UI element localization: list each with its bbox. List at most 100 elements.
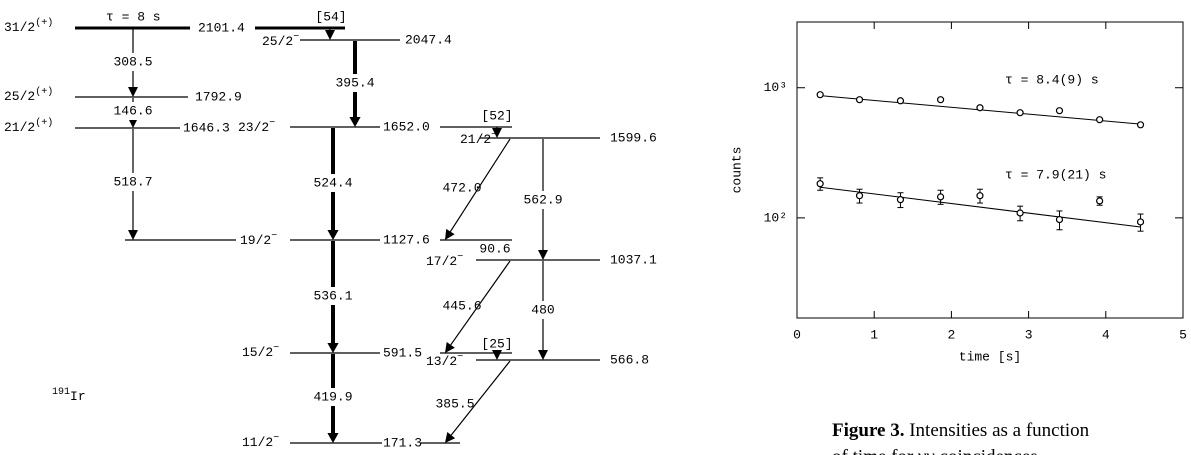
label-bg bbox=[108, 173, 158, 191]
label-bg bbox=[308, 287, 358, 305]
fit-line bbox=[820, 186, 1141, 228]
mass-number: 191 bbox=[52, 387, 70, 398]
transition-arrow bbox=[449, 138, 511, 232]
label-bg bbox=[108, 53, 158, 71]
nucleus-label: 191Ir bbox=[52, 387, 86, 405]
energy-label: 2047.4 bbox=[405, 32, 452, 47]
transition-label: 480 bbox=[531, 302, 554, 317]
data-point bbox=[936, 96, 945, 104]
spin-label: 15/2− bbox=[242, 343, 279, 361]
transition-label: 472.0 bbox=[442, 180, 481, 195]
data-point bbox=[1016, 109, 1024, 117]
plot-frame bbox=[796, 21, 1184, 319]
parity: (+) bbox=[35, 86, 53, 98]
data-point bbox=[1136, 121, 1145, 129]
data-point bbox=[816, 180, 824, 188]
label-bg bbox=[518, 301, 568, 319]
spin-label: 11/2− bbox=[242, 433, 279, 451]
transition-label: [52] bbox=[481, 108, 512, 123]
arrow-head bbox=[445, 228, 455, 240]
energy-label: 1646.3 bbox=[183, 120, 230, 135]
transition-label: 90.6 bbox=[479, 241, 510, 256]
x-tick-label: 2 bbox=[947, 327, 955, 342]
arrow-head bbox=[128, 230, 138, 240]
spin-label: 23/2− bbox=[238, 118, 275, 136]
x-tick-label: 4 bbox=[1102, 327, 1110, 342]
transition-label: 562.9 bbox=[523, 192, 562, 207]
data-point bbox=[1096, 197, 1104, 205]
fit-annotation: τ = 7.9(21) s bbox=[1005, 167, 1106, 182]
arrow-head bbox=[327, 433, 339, 443]
x-axis-label: time [s] bbox=[959, 349, 1021, 364]
parity: − bbox=[293, 32, 299, 43]
arrow-head bbox=[445, 432, 456, 443]
parity: (+) bbox=[35, 17, 53, 29]
transition-arrow bbox=[450, 360, 511, 436]
parity: (+) bbox=[35, 117, 53, 129]
caption: of time for γγ coincidences bbox=[832, 446, 1038, 455]
energy-label: 591.5 bbox=[383, 345, 422, 360]
spin-label: 25/2− bbox=[262, 32, 299, 50]
spin: 11/2 bbox=[242, 435, 273, 450]
label-bg bbox=[518, 191, 568, 209]
label-bg bbox=[308, 174, 358, 192]
arrow-head bbox=[128, 87, 138, 97]
data-point bbox=[855, 192, 864, 200]
data-point bbox=[1055, 107, 1064, 115]
transition-label: 308.5 bbox=[113, 54, 152, 69]
spin: 25/2 bbox=[4, 89, 35, 104]
x-tick-label: 5 bbox=[1179, 327, 1187, 342]
arrow-head bbox=[538, 350, 548, 360]
spin-label: 21/2− bbox=[460, 130, 497, 148]
parity: − bbox=[273, 433, 279, 444]
parity: − bbox=[457, 252, 463, 263]
data-point bbox=[855, 96, 864, 104]
caption-label: Figure 3. bbox=[832, 420, 904, 441]
arrow-head bbox=[445, 341, 455, 353]
transition-label: 445.6 bbox=[442, 298, 481, 313]
arrow-head bbox=[492, 350, 502, 360]
caption: Figure 3. Intensities as a function bbox=[832, 420, 1090, 441]
label-bg bbox=[330, 74, 380, 92]
parity: − bbox=[269, 118, 275, 129]
x-tick-label: 0 bbox=[793, 327, 801, 342]
y-tick-label: 10² bbox=[764, 210, 787, 225]
data-point bbox=[1055, 215, 1064, 224]
spin: 17/2 bbox=[426, 254, 457, 269]
spin: 13/2 bbox=[426, 354, 457, 369]
parity: − bbox=[271, 231, 277, 242]
arrow-head bbox=[492, 128, 502, 138]
data-point bbox=[1136, 218, 1145, 226]
spin-label: 21/2(+) bbox=[4, 117, 53, 136]
spin: 21/2 bbox=[460, 132, 491, 147]
transition-label: 518.7 bbox=[113, 174, 152, 189]
energy-label: 566.8 bbox=[610, 352, 649, 367]
label-bg bbox=[108, 102, 158, 120]
transition-label: 524.4 bbox=[313, 175, 352, 190]
transition-arrow bbox=[450, 260, 511, 346]
spin: 23/2 bbox=[238, 120, 269, 135]
spin: 15/2 bbox=[242, 345, 273, 360]
caption-text: Intensities as a function bbox=[909, 420, 1089, 441]
data-point bbox=[816, 91, 824, 99]
arrow-head bbox=[327, 343, 339, 353]
data-point bbox=[976, 104, 984, 112]
energy-label: 171.3 bbox=[383, 435, 422, 450]
lifetime-label: τ = 8 s bbox=[106, 9, 161, 24]
transition-label: 419.9 bbox=[313, 389, 352, 404]
parity: − bbox=[457, 352, 463, 363]
spin-label: 25/2(+) bbox=[4, 86, 53, 105]
label-bg bbox=[308, 388, 358, 406]
arrow-head bbox=[128, 118, 138, 128]
transition-label: [54] bbox=[315, 9, 346, 24]
arrow-head bbox=[349, 117, 361, 127]
arrow-head bbox=[327, 230, 339, 240]
fit-annotation: τ = 8.4(9) s bbox=[1005, 72, 1099, 87]
data-point bbox=[1016, 209, 1024, 217]
data-point bbox=[1096, 116, 1104, 124]
arrow-head bbox=[538, 250, 548, 260]
parity: − bbox=[491, 130, 497, 141]
data-point bbox=[896, 97, 905, 105]
spin-label: 17/2− bbox=[426, 252, 463, 270]
transition-label: 146.6 bbox=[113, 103, 152, 118]
